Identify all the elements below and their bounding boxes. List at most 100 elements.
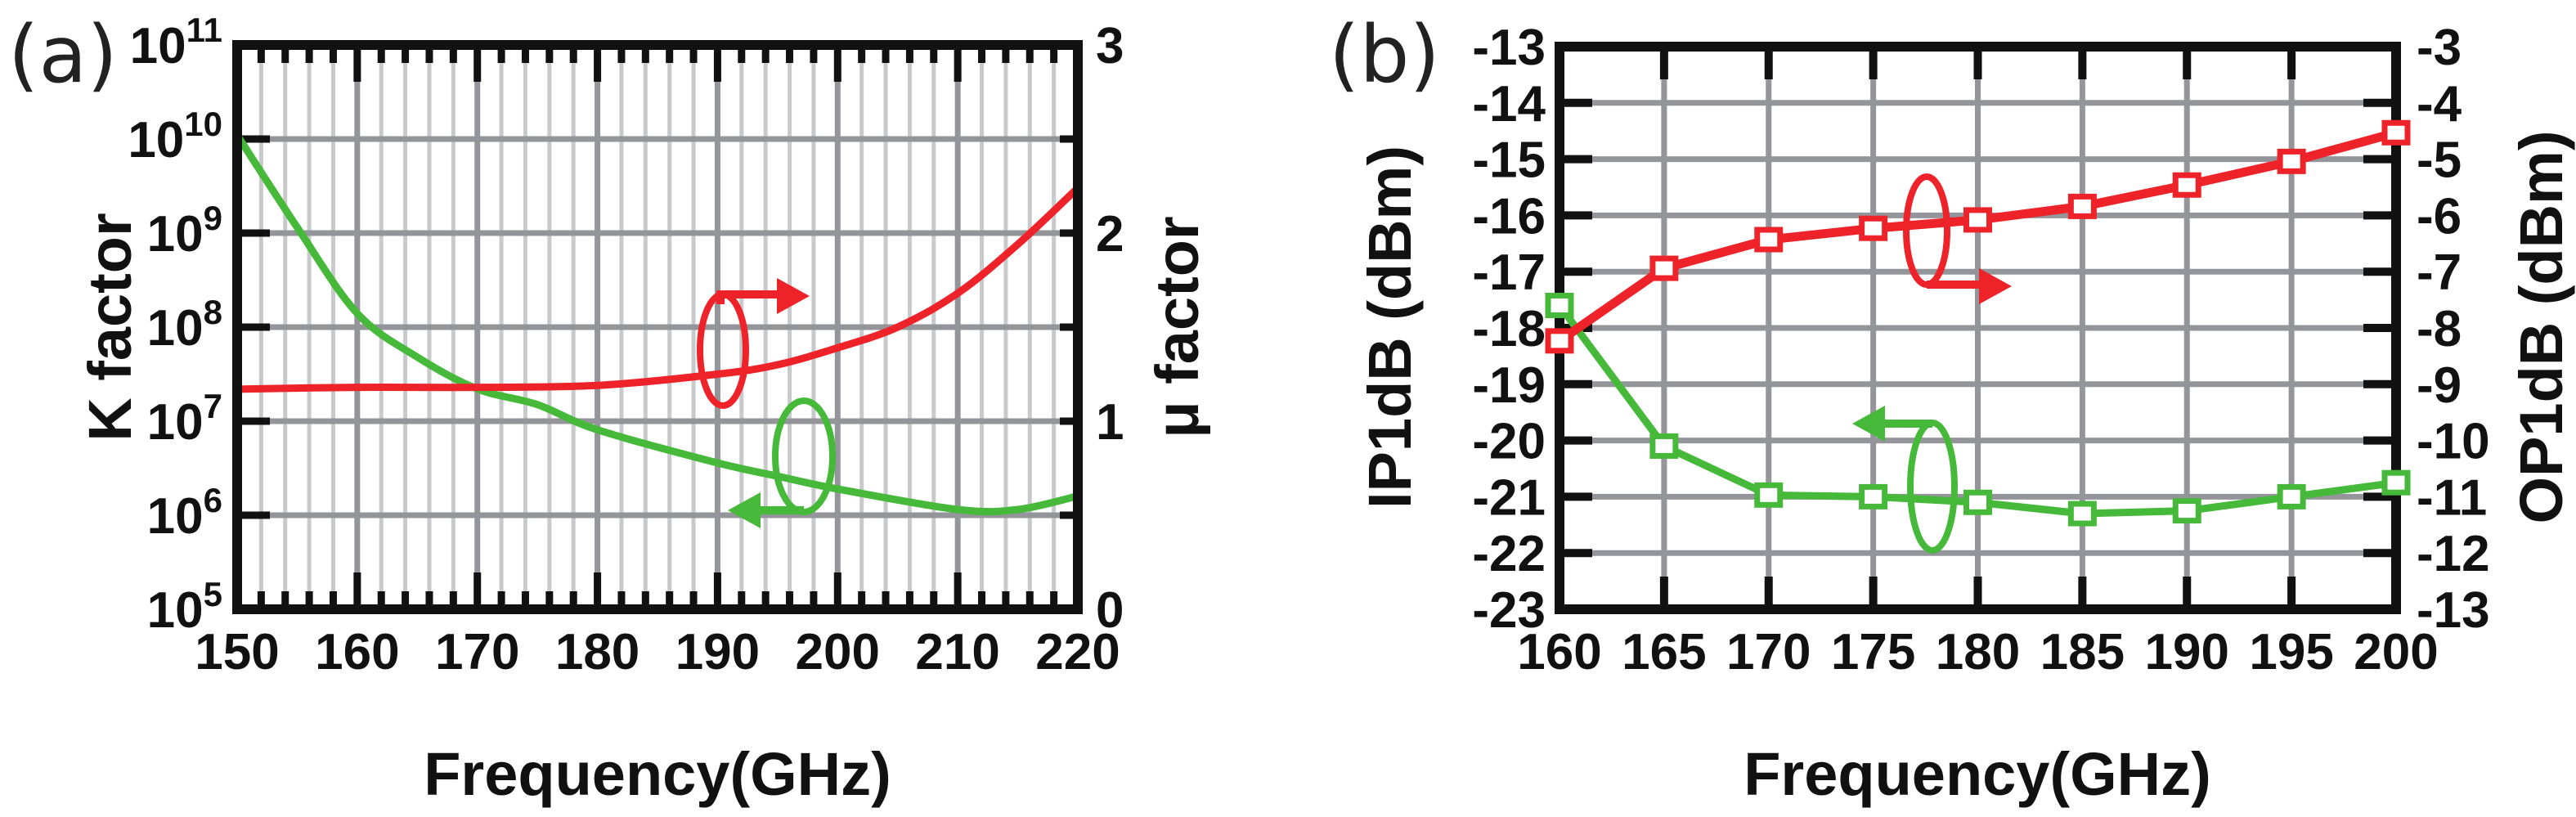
ip1db-data-point xyxy=(2277,483,2306,510)
op1db-data-point xyxy=(1545,328,1574,354)
y-tick-label-right: -8 xyxy=(2417,301,2462,357)
left-arrow-head-icon xyxy=(1852,406,1885,442)
y-tick-label-right: -5 xyxy=(2417,132,2462,189)
y-tick-label-right: -9 xyxy=(2417,357,2462,414)
y-axis-title-left-a: K factor xyxy=(76,213,144,442)
x-tick-label: 160 xyxy=(315,624,399,680)
op1db-data-point xyxy=(1963,207,1992,233)
tick-base: 10 xyxy=(128,112,184,168)
tick-base: 10 xyxy=(147,582,204,639)
x-tick-label: 190 xyxy=(675,624,760,680)
y-tick-label-left: 108 xyxy=(147,293,222,357)
grid-a xyxy=(237,45,1078,609)
ip1db-data-point xyxy=(1859,483,1888,510)
y-tick-label-left: -15 xyxy=(1472,132,1546,189)
x-tick-label: 190 xyxy=(2145,624,2229,680)
tick-exponent: 10 xyxy=(184,105,222,143)
op1db-marker-ellipse xyxy=(1903,173,1950,288)
x-tick-label: 210 xyxy=(915,624,999,680)
y-tick-label-left: -19 xyxy=(1472,357,1546,414)
panel-label-b: (b) xyxy=(1329,9,1440,101)
tick-exponent: 6 xyxy=(204,481,222,519)
y-tick-label-left: -21 xyxy=(1472,469,1546,526)
x-tick-label: 180 xyxy=(1936,624,2020,680)
op1db-data-point xyxy=(1859,215,1888,241)
grid-b xyxy=(1560,47,2396,609)
x-tick-label: 175 xyxy=(1831,624,1915,680)
y-tick-label-left: 1011 xyxy=(130,11,222,74)
op1db-data-point xyxy=(1754,227,1784,253)
x-axis-title-b: Frequency(GHz) xyxy=(1744,740,2211,808)
chart-b: (b) Frequency(GHz) IP1dB (dBm) OP1dB (dB… xyxy=(1329,9,2575,808)
ip1db-data-point xyxy=(1754,482,1784,508)
plot-frame-b xyxy=(1555,42,2401,614)
series-line-mu-factor xyxy=(237,185,1078,393)
y-tick-label-right: -7 xyxy=(2417,245,2462,301)
right-arrow-head-icon xyxy=(777,278,810,314)
y-tick-label-right: -6 xyxy=(2417,188,2462,245)
x-tick-label: 180 xyxy=(555,624,640,680)
ip1db-data-point xyxy=(1963,489,1992,515)
y-axis-title-left-b: IP1dB (dBm) xyxy=(1356,146,1424,509)
tick-base: 10 xyxy=(147,488,204,545)
ip1db-data-point xyxy=(2067,501,2097,527)
y-tick-label-left: -17 xyxy=(1472,245,1546,301)
y-tick-label-right: 3 xyxy=(1096,18,1124,74)
tick-exponent: 11 xyxy=(186,11,222,49)
y-tick-label-left: -13 xyxy=(1472,20,1546,76)
y-tick-label-left: -16 xyxy=(1472,188,1546,245)
y-tick-label-left: 106 xyxy=(147,481,222,545)
y-tick-label-right: -12 xyxy=(2417,526,2490,582)
x-tick-label: 160 xyxy=(1517,624,1601,680)
tick-base: 10 xyxy=(147,206,204,263)
y-tick-label-right: 0 xyxy=(1096,582,1124,639)
y-tick-label-left: 107 xyxy=(147,387,222,451)
ip1db-data-point xyxy=(2172,498,2201,524)
left-arrow-head-icon xyxy=(728,492,761,528)
plot-frame-a xyxy=(232,40,1083,614)
panel-label-a: (a) xyxy=(8,9,118,101)
x-tick-label: 200 xyxy=(2354,624,2438,680)
y-tick-label-right: -13 xyxy=(2417,582,2490,639)
y-tick-label-right: -3 xyxy=(2417,20,2462,76)
op1db-data-point xyxy=(2277,148,2306,174)
k-curve-marker-ellipse xyxy=(772,397,836,515)
y-axis-title-right-a: μ factor xyxy=(1143,216,1211,438)
tick-exponent: 9 xyxy=(204,199,222,237)
right-arrow-icon xyxy=(716,290,781,304)
chart-a: (a) Frequency(GHz) K factor μ factor 150… xyxy=(8,9,1211,808)
y-tick-label-left: -18 xyxy=(1472,301,1546,357)
y-tick-label-right: -11 xyxy=(2417,469,2487,526)
tick-base: 10 xyxy=(147,394,204,451)
tick-exponent: 5 xyxy=(204,575,222,613)
ip1db-data-point xyxy=(1545,292,1574,318)
ticks-b xyxy=(1560,47,2396,609)
x-tick-label: 150 xyxy=(195,624,279,680)
x-tick-label: 220 xyxy=(1035,624,1120,680)
x-tick-label: 200 xyxy=(796,624,880,680)
y-tick-label-left: -20 xyxy=(1472,414,1546,470)
x-tick-label: 195 xyxy=(2249,624,2333,680)
tick-exponent: 7 xyxy=(204,387,222,425)
ip1db-data-point xyxy=(2381,469,2411,496)
x-tick-label: 170 xyxy=(1726,624,1811,680)
op1db-data-point xyxy=(1649,255,1679,281)
op1db-data-point xyxy=(2067,193,2097,219)
x-tick-label: 170 xyxy=(435,624,519,680)
tick-base: 10 xyxy=(147,300,204,357)
tick-base: 10 xyxy=(130,18,186,74)
x-axis-title-a: Frequency(GHz) xyxy=(424,740,891,808)
y-tick-label-left: 1010 xyxy=(128,105,222,168)
mu-curve-marker-ellipse xyxy=(697,291,749,409)
y-tick-label-left: 105 xyxy=(147,575,222,639)
right-arrow-head-icon xyxy=(1979,268,2012,304)
tick-exponent: 8 xyxy=(204,293,222,331)
y-tick-label-left: 109 xyxy=(147,199,222,263)
y-tick-label-left: -22 xyxy=(1472,526,1546,582)
y-tick-label-right: -4 xyxy=(2417,76,2462,132)
y-axis-title-right-b: OP1dB (dBm) xyxy=(2507,131,2575,524)
ip1db-data-point xyxy=(1649,433,1679,459)
y-tick-label-right: 2 xyxy=(1096,206,1124,263)
